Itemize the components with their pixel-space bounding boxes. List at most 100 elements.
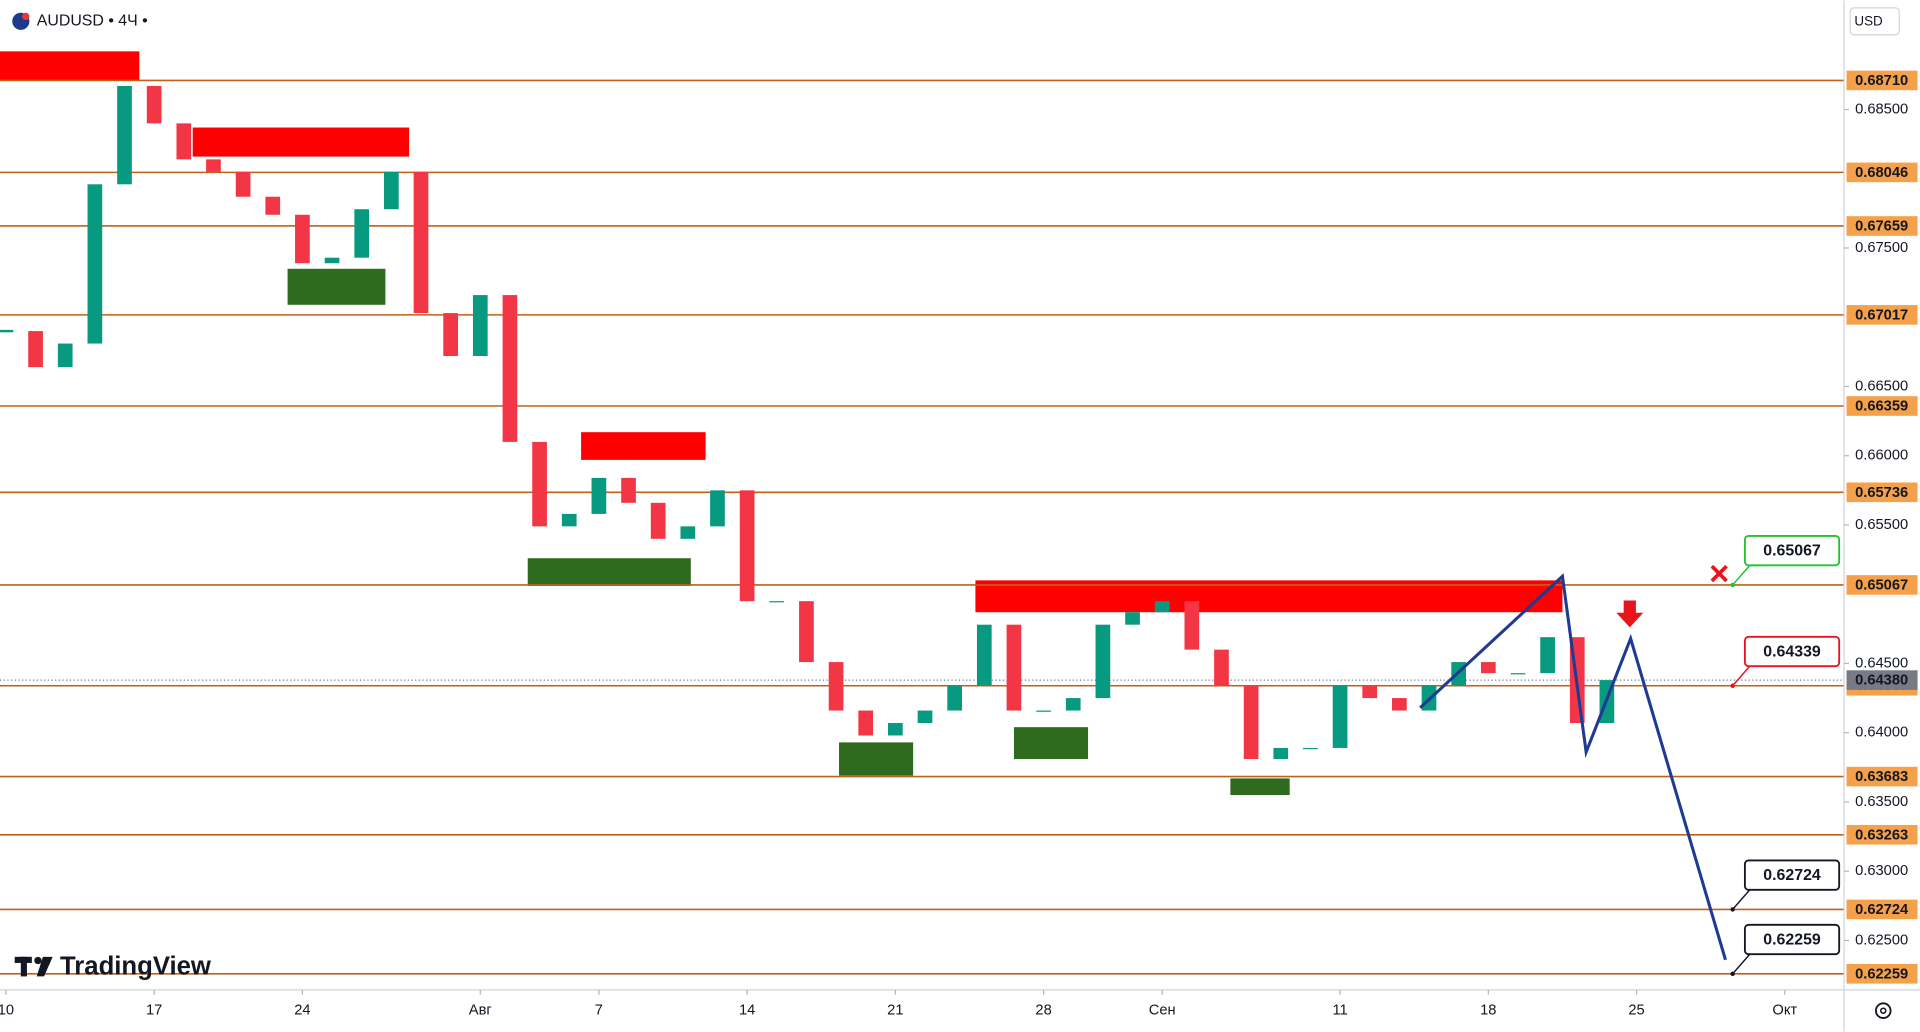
candle xyxy=(443,313,458,357)
candle xyxy=(710,490,725,527)
candle xyxy=(858,710,874,736)
settings-icon xyxy=(1880,1007,1887,1014)
y-tick-label: 0.67500 xyxy=(1855,240,1908,256)
callout-box xyxy=(1743,859,1841,891)
candle xyxy=(1392,698,1407,711)
forecast-path xyxy=(1419,573,1727,961)
candle xyxy=(1540,637,1555,674)
candle xyxy=(413,171,429,314)
candle xyxy=(1362,685,1378,699)
y-tick-label: 0.62500 xyxy=(1855,932,1908,948)
candle xyxy=(680,526,696,539)
down-arrow xyxy=(1616,600,1644,628)
candle xyxy=(295,214,310,264)
candle xyxy=(1273,747,1289,760)
settings-button[interactable] xyxy=(1875,1002,1892,1019)
levels-layer xyxy=(0,79,1845,975)
candle xyxy=(502,295,518,442)
symbol-title[interactable]: AUDUSD • 4Ч • xyxy=(37,13,148,30)
candle xyxy=(621,477,636,503)
candle xyxy=(917,710,933,724)
brand-logo: TradingView xyxy=(14,953,212,981)
brand-name: TradingView xyxy=(60,953,212,981)
zone xyxy=(527,558,691,586)
callout-label: 0.64339 xyxy=(1763,643,1821,660)
level-label-box xyxy=(1846,162,1918,183)
y-tick-label: 0.66500 xyxy=(1855,378,1908,394)
x-tick-label: 11 xyxy=(1332,1003,1347,1019)
last-price-box xyxy=(1846,670,1918,690)
candle xyxy=(146,85,162,124)
axis-layer: 0.68500 0.67500 0.66500 0.66000 0.65500 0.645… xyxy=(0,70,1918,1019)
y-tick-label: 0.63500 xyxy=(1855,794,1908,810)
x-tick-label: 21 xyxy=(887,1003,903,1019)
x-tick-label: Окт xyxy=(1772,1003,1797,1019)
currency-label[interactable]: USD xyxy=(1854,13,1883,28)
callout-box xyxy=(1743,635,1841,668)
candle xyxy=(1154,601,1170,613)
candle xyxy=(1184,601,1200,650)
currency-button[interactable] xyxy=(1849,7,1900,36)
candle xyxy=(235,171,251,197)
candle xyxy=(888,723,903,736)
level-label-box xyxy=(1846,396,1918,416)
candle xyxy=(799,601,814,663)
y-tick-label: 0.64000 xyxy=(1855,725,1908,741)
x-tick-label: 14 xyxy=(739,1003,755,1019)
level-label: 0.67659 xyxy=(1855,218,1908,234)
candle xyxy=(739,490,755,602)
level-label: 0.62259 xyxy=(1855,966,1908,982)
candle xyxy=(176,123,192,160)
candle xyxy=(828,662,844,711)
y-tick-label: 0.64500 xyxy=(1855,655,1908,671)
candle xyxy=(1480,662,1496,674)
logo-mark xyxy=(34,956,42,965)
level-label-box xyxy=(1846,216,1918,236)
callout-label: 0.62259 xyxy=(1763,931,1821,948)
candle xyxy=(1095,624,1111,699)
cancel-mark xyxy=(1710,564,1728,583)
candle xyxy=(591,477,607,514)
level-label-box xyxy=(1846,766,1918,787)
candle xyxy=(650,502,666,539)
candle xyxy=(28,331,43,368)
level-label: 0.68710 xyxy=(1855,73,1908,89)
level-label: 0.62724 xyxy=(1855,902,1909,918)
zone xyxy=(581,432,706,460)
candle xyxy=(1243,685,1259,760)
candle xyxy=(206,159,221,172)
candle xyxy=(947,685,963,711)
level-label-box xyxy=(1846,899,1918,920)
level-label-box xyxy=(1846,575,1918,595)
x-tick-label: 10 xyxy=(0,1003,14,1019)
level-label-box xyxy=(1846,305,1918,325)
candle xyxy=(354,209,370,258)
y-tick-label: 0.63000 xyxy=(1855,863,1908,879)
zone xyxy=(1230,778,1290,796)
candle xyxy=(1303,747,1318,750)
candle xyxy=(561,513,577,527)
level-label: 0.65736 xyxy=(1855,485,1908,501)
x-tick-label: 18 xyxy=(1480,1003,1496,1019)
x-tick-label: 25 xyxy=(1628,1003,1644,1019)
symbol-flag-detail xyxy=(22,12,30,21)
y-tick-label: 0.66000 xyxy=(1855,448,1908,464)
zone xyxy=(0,51,140,81)
candle xyxy=(1006,624,1022,711)
level-label: 0.68046 xyxy=(1855,165,1908,181)
callout-box xyxy=(1743,535,1841,567)
logo-mark xyxy=(20,956,27,977)
level-label: 0.65067 xyxy=(1855,577,1908,593)
level-label-box xyxy=(1846,482,1918,503)
last-price-label: 0.64380 xyxy=(1855,673,1908,689)
candle xyxy=(472,295,488,357)
candle xyxy=(532,441,547,527)
level-label: 0.63263 xyxy=(1855,827,1908,843)
y-tick-label: 0.65500 xyxy=(1855,517,1908,533)
x-tick-label: Авг xyxy=(469,1003,492,1019)
candle xyxy=(57,343,73,368)
level-label-box xyxy=(1846,70,1918,91)
logo-mark xyxy=(36,956,53,977)
callout-label: 0.62724 xyxy=(1763,867,1821,884)
